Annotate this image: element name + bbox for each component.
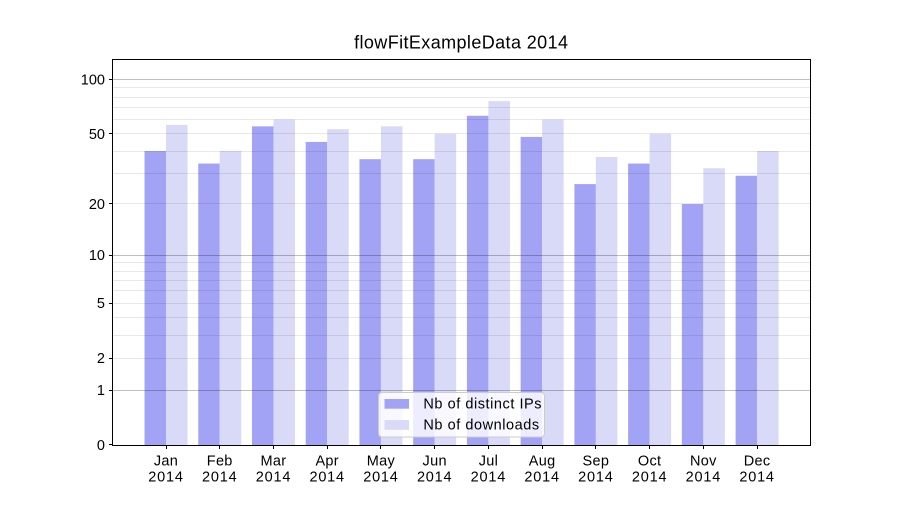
svg-text:2014: 2014: [524, 470, 559, 486]
svg-text:2014: 2014: [309, 470, 344, 486]
svg-text:Feb: Feb: [207, 453, 233, 469]
svg-text:2014: 2014: [417, 470, 452, 486]
svg-text:flowFitExampleData 2014: flowFitExampleData 2014: [354, 33, 568, 53]
svg-text:Nov: Nov: [690, 453, 717, 469]
svg-text:50: 50: [89, 127, 105, 143]
svg-text:May: May: [367, 453, 396, 469]
svg-text:2014: 2014: [202, 470, 237, 486]
svg-text:20: 20: [89, 197, 105, 213]
svg-text:Mar: Mar: [261, 453, 287, 469]
svg-text:Dec: Dec: [744, 453, 771, 469]
svg-text:2014: 2014: [256, 470, 291, 486]
svg-text:5: 5: [97, 296, 105, 312]
svg-text:Oct: Oct: [638, 453, 661, 469]
svg-text:0: 0: [97, 438, 105, 454]
svg-text:100: 100: [81, 73, 105, 89]
svg-text:2014: 2014: [148, 470, 183, 486]
svg-text:2014: 2014: [739, 470, 774, 486]
svg-text:2014: 2014: [471, 470, 506, 486]
svg-text:1: 1: [97, 383, 105, 399]
svg-text:Jul: Jul: [479, 453, 498, 469]
svg-text:2: 2: [97, 351, 105, 367]
svg-text:Sep: Sep: [583, 453, 610, 469]
svg-text:2014: 2014: [363, 470, 398, 486]
svg-text:2014: 2014: [686, 470, 721, 486]
svg-text:Jan: Jan: [154, 453, 178, 469]
svg-text:Nb of downloads: Nb of downloads: [423, 418, 539, 434]
svg-text:10: 10: [89, 248, 105, 264]
svg-text:2014: 2014: [578, 470, 613, 486]
svg-text:Aug: Aug: [529, 453, 556, 469]
svg-text:Nb of distinct IPs: Nb of distinct IPs: [423, 397, 542, 413]
svg-text:2014: 2014: [632, 470, 667, 486]
svg-text:Apr: Apr: [315, 453, 338, 469]
svg-text:Jun: Jun: [423, 453, 447, 469]
